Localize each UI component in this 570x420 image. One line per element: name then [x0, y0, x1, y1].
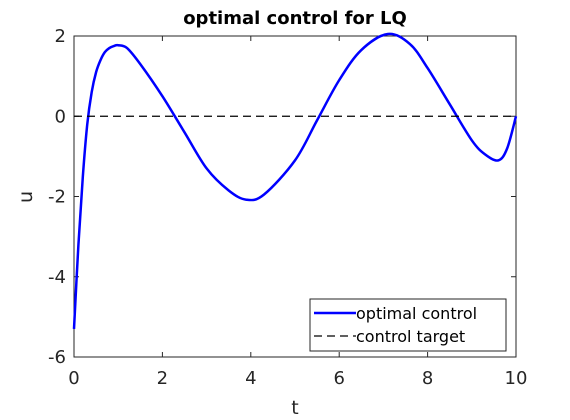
y-tick-label: -2	[48, 187, 66, 208]
series-line-optimal-control	[72, 32, 518, 329]
y-axis-label: u	[15, 191, 37, 203]
legend-label: optimal control	[356, 304, 477, 323]
y-tick-label: 0	[55, 106, 66, 127]
x-tick-label: 0	[68, 368, 79, 389]
x-axis-label: t	[291, 397, 298, 419]
x-tick-label: 6	[333, 368, 344, 389]
x-tick-label: 4	[245, 368, 256, 389]
x-tick-label: 8	[422, 368, 433, 389]
y-tick-label: -4	[48, 267, 66, 288]
chart-title: optimal control for LQ	[183, 8, 407, 29]
y-tick-label: -6	[48, 347, 66, 368]
plot-area: 0 2 4 6 8 10 -6 -4 -2 0 2	[48, 26, 527, 389]
x-tick-label: 2	[157, 368, 168, 389]
legend-box	[309, 298, 507, 352]
x-tick-label: 10	[505, 368, 528, 389]
legend: optimal control control target	[309, 298, 507, 352]
legend-label: control target	[356, 327, 465, 346]
y-tick-label: 2	[55, 26, 66, 47]
